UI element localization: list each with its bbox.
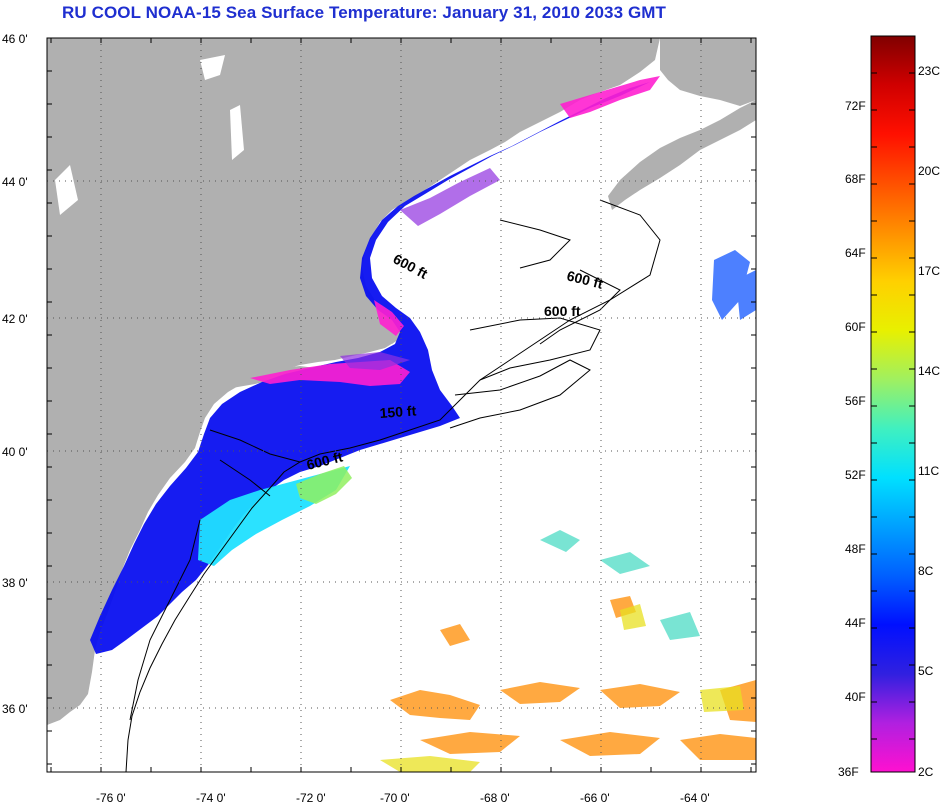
lon-label: -76 0' <box>96 791 126 805</box>
inland-lakes <box>55 55 244 215</box>
lat-label: 42 0' <box>2 312 28 326</box>
colorbar-bar <box>870 35 916 773</box>
colorbar-f-label: 68F <box>845 172 866 186</box>
colorbar-fahrenheit-labels: 72F 68F 64F 60F 56F 52F 48F 44F 40F 36F <box>838 99 866 779</box>
colorbar-f-label: 48F <box>845 542 866 556</box>
lat-label: 44 0' <box>2 175 28 189</box>
colorbar-c-label: 17C <box>918 264 940 278</box>
lon-label: -74 0' <box>196 791 226 805</box>
lat-label: 36 0' <box>2 702 28 716</box>
lon-label: -70 0' <box>380 791 410 805</box>
colorbar-f-label: 72F <box>845 99 866 113</box>
colorbar-c-label: 5C <box>918 664 934 678</box>
lat-label: 46 0' <box>2 32 28 46</box>
colorbar-c-label: 11C <box>918 464 939 478</box>
colorbar-c-label: 8C <box>918 564 934 578</box>
lon-label: -64 0' <box>680 791 710 805</box>
axis-ticks <box>47 37 756 772</box>
colorbar-c-label: 23C <box>918 64 940 78</box>
lon-label: -68 0' <box>480 791 510 805</box>
sst-purple-patch <box>340 168 500 370</box>
contour-label: 150 ft <box>379 402 417 421</box>
lat-lon-grid <box>47 38 756 772</box>
colorbar-f-label: 44F <box>845 616 866 630</box>
contour-label: 600 ft <box>544 303 581 319</box>
lon-label: -72 0' <box>296 791 326 805</box>
colorbar-c-label: 2C <box>918 765 934 779</box>
colorbar-f-label: 40F <box>845 690 866 704</box>
lat-label: 40 0' <box>2 445 28 459</box>
colorbar-c-label: 14C <box>918 364 940 378</box>
colorbar-f-label: 52F <box>845 468 866 482</box>
sst-scatter-south <box>380 530 756 772</box>
lat-label: 38 0' <box>2 576 28 590</box>
colorbar-c-label: 20C <box>918 164 940 178</box>
colorbar-celsius-labels: 23C 20C 17C 14C 11C 8C 5C 2C <box>918 64 940 779</box>
lon-label: -66 0' <box>580 791 610 805</box>
longitude-labels: -76 0' -74 0' -72 0' -70 0' -68 0' -66 0… <box>96 791 710 805</box>
colorbar-f-label: 56F <box>845 394 866 408</box>
map-title: RU COOL NOAA-15 Sea Surface Temperature:… <box>62 3 667 22</box>
map-plot-area: 600 ft 600 ft 600 ft 150 ft 600 ft <box>47 38 756 772</box>
nova-scotia-land <box>608 100 756 210</box>
colorbar-f-label: 36F <box>838 765 859 779</box>
us-land <box>47 38 660 725</box>
depth-contours <box>125 199 661 772</box>
colorbar-f-label: 60F <box>845 320 866 334</box>
colorbar-f-label: 64F <box>845 246 866 260</box>
latitude-labels: 46 0' 44 0' 42 0' 40 0' 38 0' 36 0' <box>2 32 28 716</box>
colorbar-ticks <box>871 35 915 740</box>
canada-land <box>660 38 756 106</box>
colorbar: 72F 68F 64F 60F 56F 52F 48F 44F 40F 36F … <box>838 35 940 779</box>
sst-green-patch <box>296 466 352 504</box>
sst-blue-patch-ne <box>712 250 756 320</box>
